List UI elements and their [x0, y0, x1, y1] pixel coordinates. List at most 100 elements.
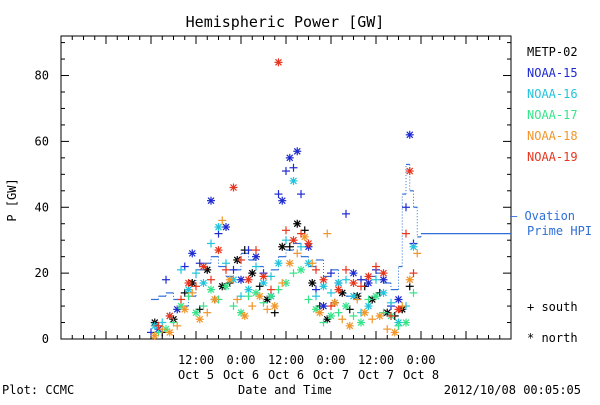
x-tick-label-date: Oct 8: [403, 368, 439, 382]
data-point-noaa-18: [398, 302, 407, 311]
marker-stroke: [237, 309, 245, 317]
marker-stroke: [290, 177, 297, 185]
data-point-noaa-19: [379, 269, 388, 278]
data-point-noaa-16: [207, 239, 215, 248]
marker-stroke: [166, 328, 174, 336]
data-point-noaa-17: [229, 302, 238, 311]
marker-stroke: [316, 309, 324, 317]
data-point-noaa-19: [192, 282, 200, 291]
data-point-noaa-16: [342, 275, 350, 284]
marker-stroke: [361, 309, 369, 317]
legend-item: METP-02: [527, 45, 578, 59]
marker-key-item: * north: [527, 331, 578, 345]
marker-stroke: [391, 328, 399, 336]
marker-stroke: [260, 272, 267, 280]
marker-stroke: [203, 266, 211, 274]
marker-stroke: [305, 240, 312, 247]
y-axis-label: P [GW]: [5, 178, 19, 221]
marker-stroke: [248, 269, 256, 277]
data-point-noaa-19: [402, 229, 410, 238]
data-point-noaa-19: [165, 311, 174, 320]
data-point-noaa-19: [312, 265, 320, 274]
data-point-noaa-19: [274, 58, 283, 67]
data-point-noaa-18: [218, 216, 227, 225]
marker-stroke: [410, 243, 417, 251]
data-point-noaa-17: [357, 318, 365, 327]
data-point-noaa-18: [248, 302, 257, 311]
x-tick-label-time: 0:00: [227, 353, 256, 367]
data-point-noaa-19: [405, 167, 414, 176]
x-tick-label-date: Oct 7: [358, 368, 394, 382]
plot-timestamp: 2012/10/08 00:05:05: [444, 383, 581, 397]
marker-stroke: [185, 286, 192, 294]
data-point-noaa-19: [267, 285, 275, 294]
marker-stroke: [290, 236, 297, 244]
data-point-noaa-16: [252, 262, 260, 271]
data-point-noaa-15: [282, 167, 290, 176]
data-point-metp-02: [293, 219, 302, 228]
marker-stroke: [207, 286, 215, 294]
marker-stroke: [207, 197, 215, 205]
data-point-noaa-17: [342, 302, 350, 311]
marker-stroke: [166, 312, 174, 320]
data-point-noaa-17: [207, 285, 215, 294]
marker-stroke: [301, 233, 309, 241]
data-point-noaa-19: [372, 262, 380, 271]
data-point-noaa-15: [229, 265, 238, 274]
data-point-noaa-17: [252, 288, 260, 297]
marker-stroke: [406, 131, 414, 139]
y-tick-label: 80: [35, 69, 49, 83]
x-tick-label-date: Oct 7: [313, 368, 349, 382]
data-point-noaa-18: [240, 311, 249, 320]
data-point-noaa-19: [327, 302, 335, 311]
data-point-noaa-17: [334, 308, 343, 317]
marker-key-item: + south: [527, 300, 578, 314]
marker-stroke: [271, 302, 279, 310]
marker-stroke: [372, 292, 380, 300]
marker-stroke: [395, 296, 402, 303]
legend-item: NOAA-15: [527, 66, 578, 80]
data-point-noaa-17: [184, 292, 193, 301]
data-point-noaa-17: [394, 321, 403, 330]
data-point-noaa-18: [285, 259, 294, 268]
data-point-noaa-16: [282, 236, 290, 245]
data-point-noaa-15: [342, 209, 350, 218]
data-point-noaa-15: [244, 246, 253, 255]
data-point-noaa-18: [300, 232, 309, 241]
marker-stroke: [297, 266, 305, 274]
data-point-metp-02: [255, 282, 264, 291]
marker-stroke: [196, 315, 204, 323]
data-point-noaa-18: [233, 295, 242, 304]
marker-stroke: [275, 259, 282, 267]
marker-stroke: [320, 276, 327, 284]
marker-stroke: [267, 292, 275, 300]
marker-stroke: [215, 223, 222, 231]
data-point-noaa-16: [349, 292, 358, 301]
marker-stroke: [222, 282, 230, 290]
marker-stroke: [406, 167, 414, 175]
marker-stroke: [342, 302, 350, 310]
marker-stroke: [320, 282, 327, 290]
data-point-noaa-18: [173, 321, 182, 330]
data-point-noaa-19: [334, 285, 343, 294]
data-point-noaa-15: [319, 302, 328, 311]
marker-stroke: [395, 305, 402, 313]
legend-item: NOAA-18: [527, 129, 578, 143]
data-point-noaa-17: [319, 318, 328, 327]
data-point-noaa-19: [244, 275, 253, 284]
data-point-noaa-16: [297, 242, 305, 251]
plot-credit: Plot: CCMC: [2, 383, 74, 397]
marker-stroke: [192, 309, 200, 317]
data-point-noaa-19: [237, 255, 245, 264]
data-point-noaa-18: [405, 275, 414, 284]
marker-stroke: [327, 312, 335, 320]
data-point-noaa-16: [372, 275, 380, 284]
ovation-legend-sublabel: Prime HPI: [527, 224, 592, 238]
y-axis-ticks: 0 20 40 60 80: [35, 42, 511, 346]
data-point-noaa-17: [304, 295, 313, 304]
data-point-noaa-18: [330, 298, 339, 307]
x-tick-label-time: 12:00: [358, 353, 394, 367]
plot-area: [60, 35, 512, 340]
data-point-noaa-16: [214, 223, 223, 232]
